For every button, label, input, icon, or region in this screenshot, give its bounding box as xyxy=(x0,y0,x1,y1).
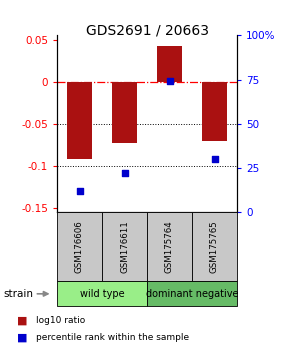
Point xyxy=(122,171,127,176)
Text: log10 ratio: log10 ratio xyxy=(36,316,85,325)
Text: ■: ■ xyxy=(17,315,28,325)
Text: GSM175764: GSM175764 xyxy=(165,221,174,273)
Text: GSM175765: GSM175765 xyxy=(210,221,219,273)
Bar xyxy=(202,82,227,141)
Text: GSM176611: GSM176611 xyxy=(120,221,129,273)
Point xyxy=(77,188,82,194)
Point xyxy=(167,79,172,84)
Bar xyxy=(112,82,137,143)
Text: GSM176606: GSM176606 xyxy=(75,221,84,273)
Bar xyxy=(157,46,182,82)
Text: strain: strain xyxy=(3,289,33,299)
Text: wild type: wild type xyxy=(80,289,124,299)
Text: percentile rank within the sample: percentile rank within the sample xyxy=(36,333,189,342)
Text: GDS2691 / 20663: GDS2691 / 20663 xyxy=(85,23,208,37)
Text: dominant negative: dominant negative xyxy=(146,289,238,299)
Point xyxy=(212,156,217,162)
Text: ■: ■ xyxy=(17,332,28,342)
Bar xyxy=(67,82,92,159)
